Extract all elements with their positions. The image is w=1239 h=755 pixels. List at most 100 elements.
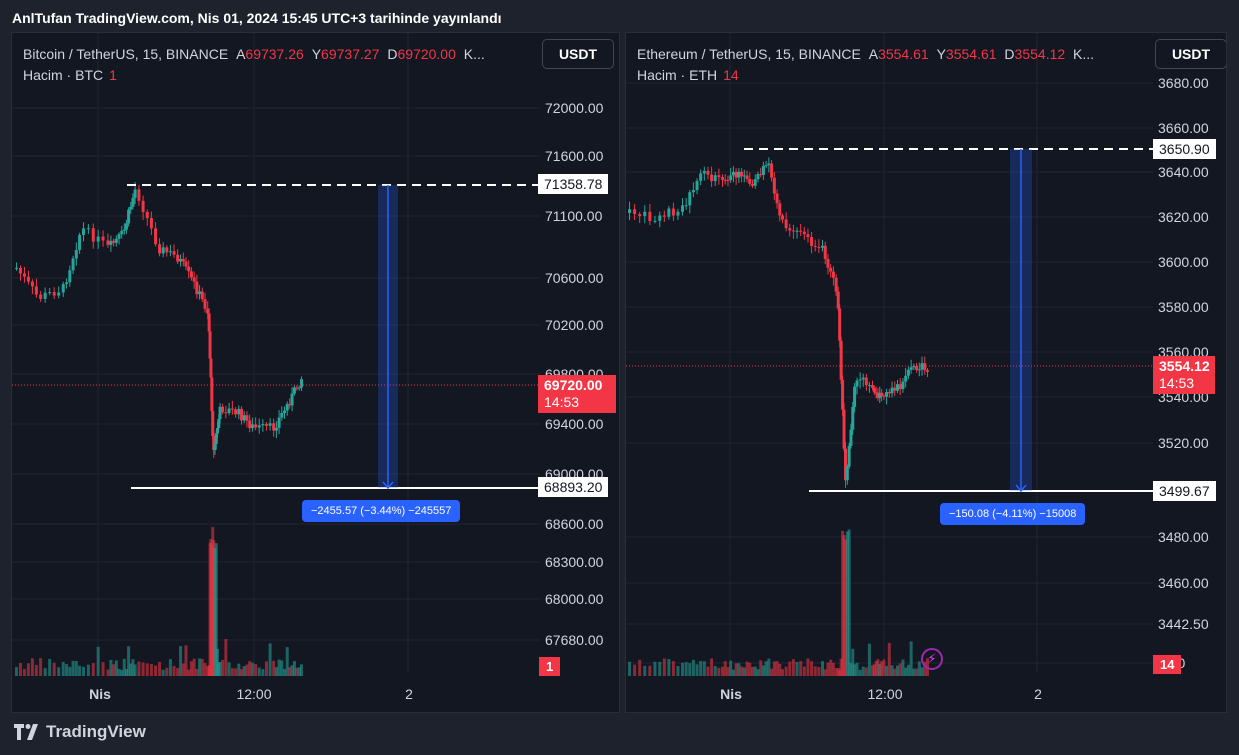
currency-button[interactable]: USDT — [1155, 39, 1226, 69]
candle-body — [834, 277, 838, 292]
candle-body — [189, 271, 193, 278]
candle-body — [849, 429, 853, 446]
volume-bar — [826, 662, 830, 676]
volume-bar — [283, 668, 287, 676]
volume-bar — [277, 659, 281, 676]
volume-bar — [788, 661, 792, 676]
candle-body — [671, 208, 675, 216]
eth-chart-panel[interactable]: 3680.00 3660.00 3640.00 3620.00 3600.00 3580.… — [625, 32, 1227, 713]
candle-body — [212, 436, 216, 451]
candle-body — [78, 234, 82, 250]
lightning-icon[interactable]: ⚡ — [921, 648, 943, 670]
volume-bar — [141, 662, 145, 676]
volume-bar — [245, 664, 249, 676]
btc-chart-panel[interactable]: 72000.00 71600.00 71100.00 70600.00 70200.00… — [11, 32, 620, 713]
volume-bar — [781, 669, 784, 676]
candle-body — [181, 258, 185, 262]
candle-body — [847, 445, 851, 467]
candle-body — [906, 369, 910, 376]
candle-body — [158, 244, 162, 254]
volume-bar — [917, 661, 921, 676]
tradingview-logo[interactable]: TradingView — [14, 722, 146, 742]
volume-bar — [638, 659, 642, 676]
candle-body — [26, 276, 30, 282]
candle-body — [923, 363, 927, 371]
volume-bar — [122, 658, 126, 676]
volume-bar — [795, 661, 799, 676]
candle-body — [217, 418, 221, 429]
candle-body — [203, 299, 207, 309]
volume-bar — [240, 669, 244, 676]
volume-bar — [96, 646, 100, 676]
candle-body — [30, 281, 34, 287]
candle-body — [909, 367, 913, 370]
volume-bar — [18, 662, 22, 676]
candle-body — [753, 179, 757, 186]
volume-bar — [695, 664, 699, 676]
candle-body — [234, 409, 238, 415]
candle-body — [18, 267, 22, 274]
candle-body — [839, 340, 843, 380]
time-axis-label: Nis — [89, 686, 111, 702]
candle-body — [245, 415, 249, 421]
candle-body — [248, 420, 252, 429]
volume-bar — [184, 645, 188, 676]
volume-bar — [731, 669, 735, 676]
volume-bar — [218, 661, 222, 676]
candle-body — [224, 412, 228, 414]
currency-button[interactable]: USDT — [542, 39, 614, 69]
candle-body — [901, 381, 905, 390]
volume-bar — [216, 648, 220, 676]
volume-bar — [909, 641, 913, 676]
measure-arrowhead — [1015, 484, 1027, 493]
candle-body — [726, 179, 730, 181]
volume-bar — [261, 669, 265, 676]
candle-body — [821, 245, 824, 248]
candle-body — [109, 240, 113, 245]
volume-bar — [179, 646, 183, 676]
candle-body — [15, 267, 18, 269]
volume-bar — [676, 665, 680, 676]
volume-bar — [248, 661, 252, 676]
candle-body — [61, 284, 65, 293]
high-price-tag: 3650.90 — [1153, 139, 1216, 159]
volume-bar — [30, 658, 34, 676]
volume-bar — [91, 662, 95, 676]
candle-body — [872, 387, 876, 393]
volume-bar — [112, 664, 116, 676]
candle-body — [638, 214, 642, 217]
volume-bar — [748, 662, 752, 676]
candle-body — [772, 177, 776, 194]
volume-bar — [784, 666, 788, 676]
volume-bar — [753, 666, 757, 676]
candle-body — [187, 266, 191, 272]
candle-body — [817, 246, 821, 248]
volume-bar — [831, 662, 835, 676]
candle-body — [230, 408, 234, 410]
candle-body — [210, 377, 214, 412]
volume-bar — [737, 663, 741, 676]
volume-bar — [691, 659, 695, 676]
eth-chart-canvas[interactable]: 3680.00 3660.00 3640.00 3620.00 3600.00 3580.… — [626, 33, 1226, 712]
volume-bar — [906, 664, 910, 676]
candle-body — [211, 411, 215, 437]
volume-bar — [149, 663, 153, 676]
volume-bar — [187, 669, 191, 676]
candle-body — [723, 179, 727, 181]
btc-chart-canvas[interactable]: 72000.00 71600.00 71100.00 70600.00 70200.00… — [12, 33, 619, 712]
volume-bar — [145, 663, 149, 676]
symbol-label[interactable]: Ethereum / TetherUS, 15, BINANCE — [637, 46, 861, 62]
price-axis-label: 3620.00 — [1158, 209, 1209, 225]
volume-bar — [887, 642, 891, 676]
candle-body — [748, 178, 752, 184]
volume-bar — [154, 665, 158, 676]
candle-body — [292, 387, 296, 394]
candle-body — [799, 230, 803, 232]
symbol-label[interactable]: Bitcoin / TetherUS, 15, BINANCE — [23, 46, 229, 62]
candle-body — [699, 173, 703, 181]
volume-bar — [195, 668, 199, 676]
volume-bar — [858, 669, 862, 676]
candle-body — [876, 393, 880, 398]
volume-bar — [802, 666, 806, 676]
btc-volume-legend: Hacim · BTC 1 — [23, 67, 117, 83]
